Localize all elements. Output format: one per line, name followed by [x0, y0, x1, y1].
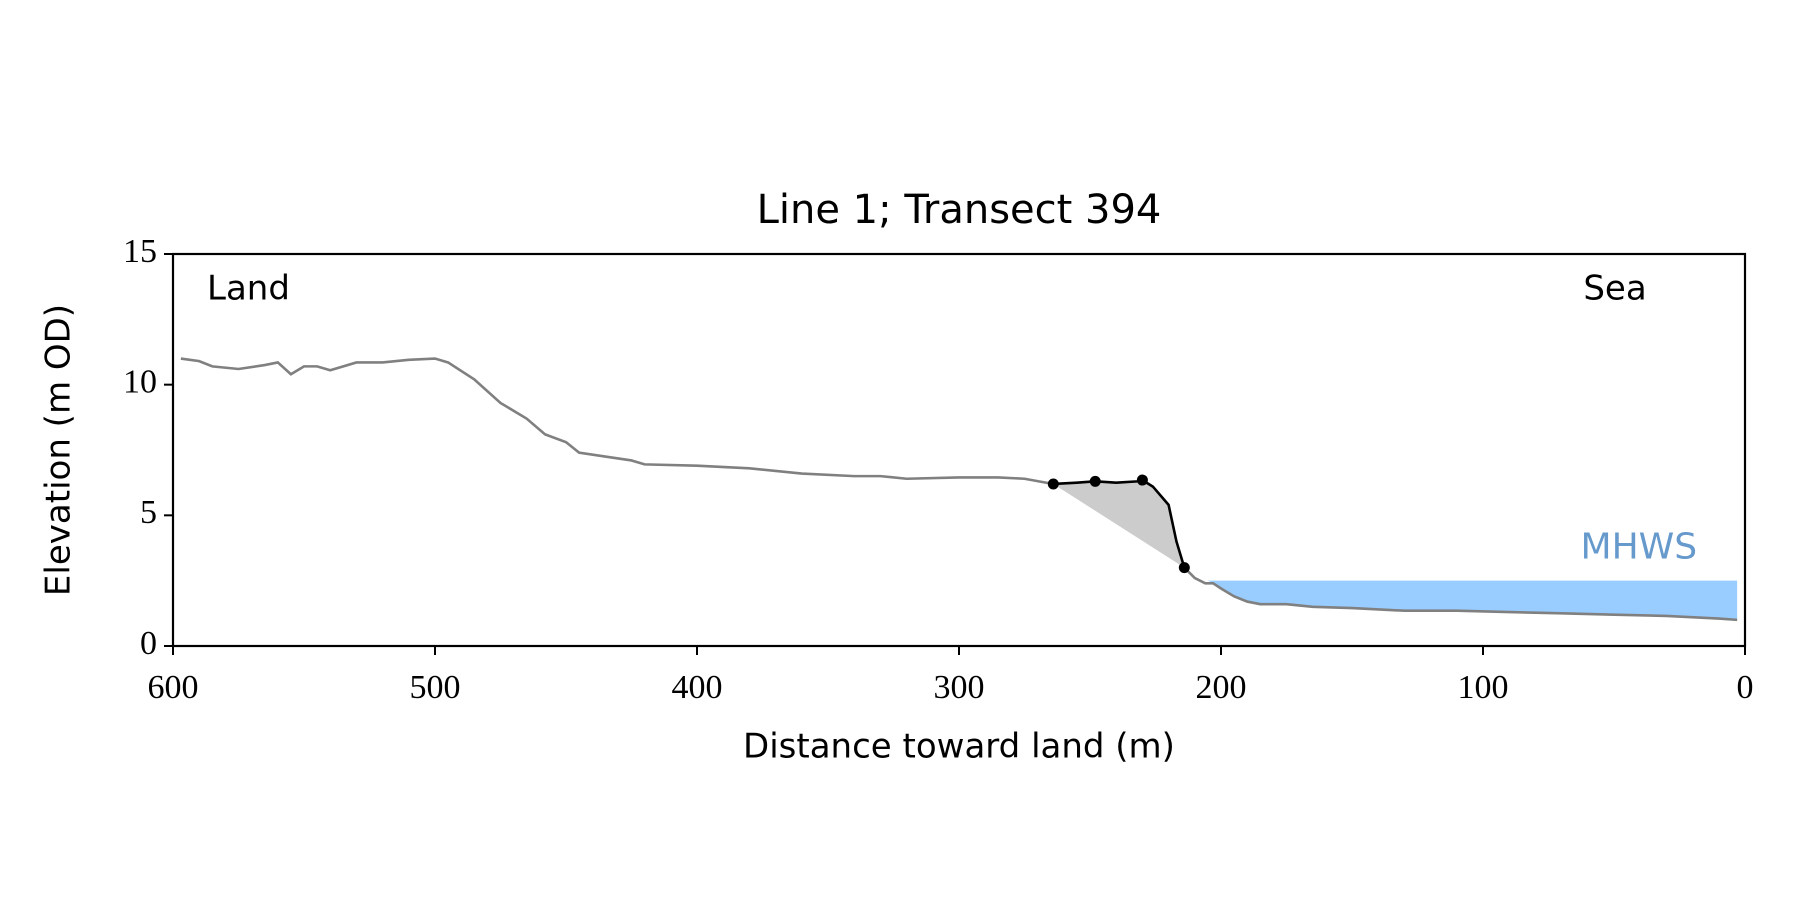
y-tick-label: 0 [140, 625, 157, 662]
x-tick-label: 600 [148, 669, 199, 706]
x-tick-label: 400 [672, 669, 723, 706]
y-tick-label: 10 [123, 363, 157, 400]
annotation: Land [207, 269, 290, 309]
x-tick-label: 500 [410, 669, 461, 706]
point [1136, 474, 1148, 486]
profile-line [180, 357, 1738, 622]
point [1178, 562, 1190, 574]
x-tick-label: 100 [1458, 669, 1509, 706]
y-axis-label: Elevation (m OD) [39, 304, 79, 596]
x-tick-label: 0 [1737, 669, 1754, 706]
point [1089, 475, 1101, 487]
y-tick-label: 15 [123, 233, 157, 270]
x-tick-label: 200 [1196, 669, 1247, 706]
mhws-band [1207, 580, 1738, 620]
x-axis-label: Distance toward land (m) [743, 727, 1175, 767]
mhws-label: MHWS [1581, 527, 1698, 568]
point [1047, 478, 1059, 490]
cliff-fill [1053, 480, 1185, 568]
chart-title: Line 1; Transect 394 [757, 187, 1162, 233]
annotation: Sea [1583, 269, 1646, 309]
y-tick-label: 5 [140, 494, 157, 531]
x-tick-label: 300 [934, 669, 985, 706]
